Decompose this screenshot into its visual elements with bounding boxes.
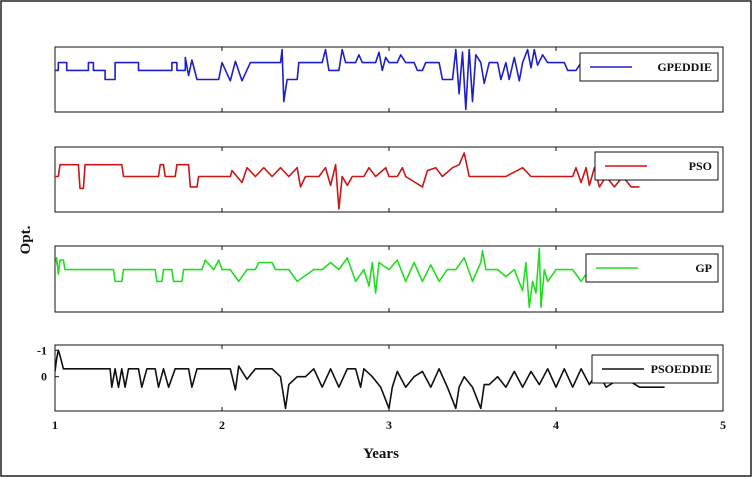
legend-pso: PSO <box>594 151 719 181</box>
legend-label: GPEDDIE <box>657 60 712 74</box>
legend-gp: GP <box>585 253 719 283</box>
x-tick-label: 3 <box>386 418 392 432</box>
panel-psoeddie: -1 0 PSOEDDIE <box>37 343 724 412</box>
x-tick-label: 1 <box>52 418 58 432</box>
series-line-pso <box>55 152 640 210</box>
x-tick-label: 4 <box>553 418 559 432</box>
series-line-gp <box>55 247 665 309</box>
series-line-gpeddie <box>55 48 657 111</box>
y-tick-label: 0 <box>41 370 47 384</box>
legend-psoeddie: PSOEDDIE <box>591 354 719 384</box>
x-axis-label: Years <box>363 446 399 462</box>
y-axis-label: Opt. <box>18 225 34 254</box>
legend-label: GP <box>695 261 712 275</box>
panel-gpeddie: GPEDDIE <box>54 46 724 113</box>
panel-pso: PSO <box>54 146 724 213</box>
x-tick-label: 2 <box>219 418 225 432</box>
panels: GPEDDIE PSO GP -1 0 PSOEDDIE <box>37 46 724 412</box>
legend-label: PSO <box>689 159 712 173</box>
x-axis: 1 2 3 4 5 <box>52 418 726 432</box>
series-line-psoeddie <box>55 349 665 410</box>
legend-gpeddie: GPEDDIE <box>579 52 719 82</box>
y-tick-label: -1 <box>37 343 47 357</box>
x-tick-label: 5 <box>720 418 726 432</box>
panel-gp: GP <box>54 245 724 313</box>
legend-label: PSOEDDIE <box>651 362 712 376</box>
legend-box <box>594 151 719 181</box>
